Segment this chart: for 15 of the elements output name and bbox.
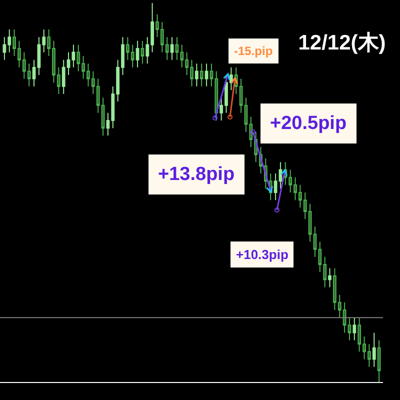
candlestick [136, 40, 140, 68]
annotation: +20.5pip [270, 113, 347, 134]
candlestick [352, 317, 356, 341]
annotation: +13.8pip [158, 164, 235, 185]
candlestick [372, 332, 376, 368]
candlestick [377, 340, 381, 382]
candlestick [204, 63, 208, 87]
candlestick [328, 268, 332, 288]
candlestick [200, 63, 204, 87]
annotation: +10.3pip [236, 247, 288, 262]
candlestick [170, 36, 174, 60]
text: 12/12(木) [298, 31, 386, 54]
candlestick [194, 63, 198, 87]
annotation: -15.pip [234, 44, 273, 58]
candlestick [140, 40, 144, 64]
